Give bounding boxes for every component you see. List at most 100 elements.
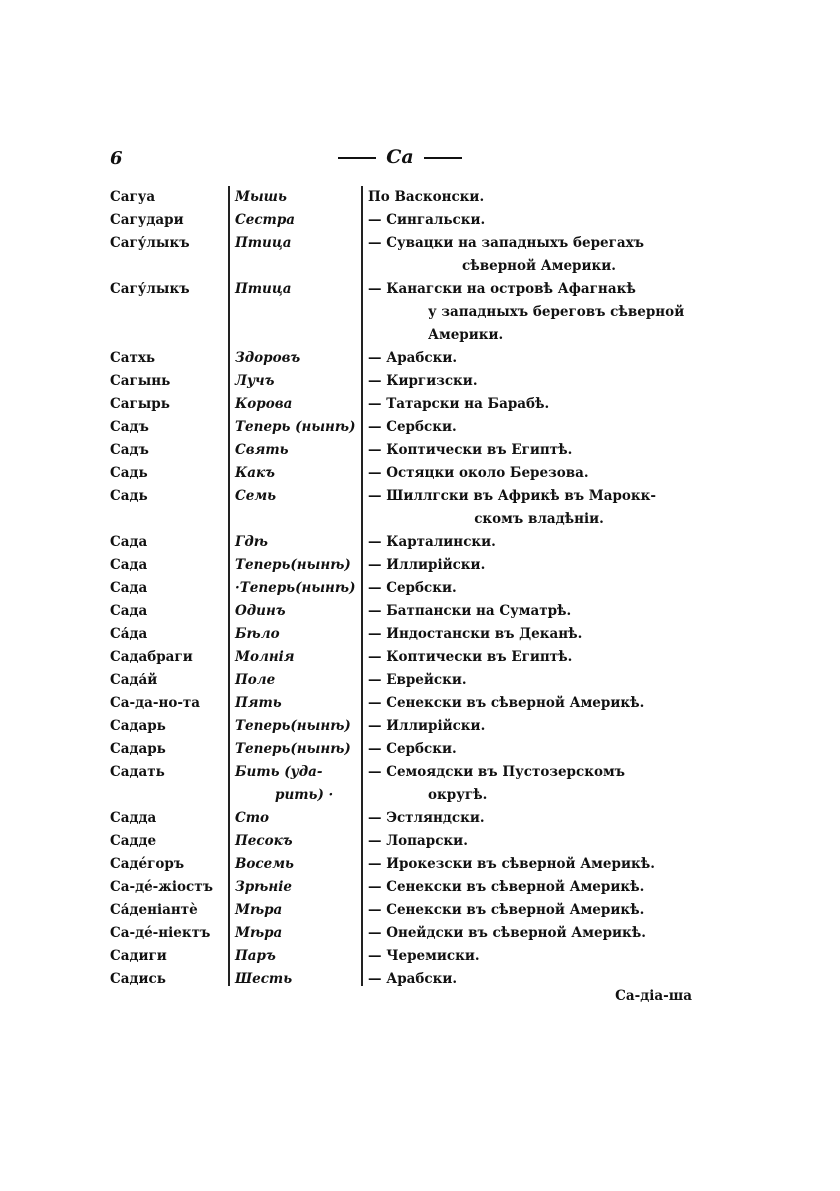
entry-meaning: Песокъ: [232, 830, 364, 853]
language-line: — Сербски.: [368, 741, 457, 757]
entry-language: — Сингальски.: [364, 209, 710, 232]
language-line: — Иллирійски.: [368, 718, 486, 734]
dictionary-entry: Садарь Теперь(нынѣ) — Сербски.: [110, 738, 710, 761]
entry-meaning: Мышь: [232, 186, 364, 209]
meaning-line: Восемь: [235, 856, 294, 872]
meaning-line: Поле: [235, 672, 276, 688]
dictionary-entry: Садиги Паръ — Черемиски.: [110, 945, 710, 968]
language-line: округѣ.: [428, 787, 488, 803]
meaning-line: Шесть: [235, 971, 293, 987]
language-line: — Черемиски.: [368, 948, 480, 964]
dictionary-entry: Са-да-но-та Пять — Сенекски въ сѣверной Ам…: [110, 692, 710, 715]
entry-language: — Сербски.: [364, 577, 710, 600]
language-line: — Канагски на островѣ Афагнакѣ: [368, 281, 636, 297]
meaning-line: рить) ·: [275, 787, 334, 803]
dictionary-entry: Садéгоръ Восемь — Ирокезски въ сѣверной Ам…: [110, 853, 710, 876]
meaning-line: Свять: [235, 442, 289, 458]
meaning-line: Теперь(нынѣ): [235, 557, 351, 573]
language-line: — Коптически въ Египтѣ.: [368, 442, 573, 458]
entry-word: Садарь: [110, 718, 166, 734]
meaning-line: Пять: [235, 695, 282, 711]
entry-word: Сатхь: [110, 350, 156, 366]
entry-meaning: Одинъ: [232, 600, 364, 623]
entry-word: Садь: [110, 465, 148, 481]
entry-word: Садда: [110, 810, 157, 826]
dictionary-entry: Сада Одинъ — Батпански на Суматрѣ.: [110, 600, 710, 623]
entry-language: — Канагски на островѣ Афагнакѣ у западных…: [364, 278, 710, 347]
dictionary-entry: Сагынь Лучъ — Киргизски.: [110, 370, 710, 393]
meaning-line: Одинъ: [235, 603, 286, 619]
entry-meaning: Мѣра: [232, 899, 364, 922]
meaning-line: Семь: [235, 488, 277, 504]
entry-meaning: Свять: [232, 439, 364, 462]
running-head-text: Са: [386, 146, 414, 168]
entry-meaning: Сестра: [232, 209, 364, 232]
entry-meaning: Молнія: [232, 646, 364, 669]
dictionary-entry: Садись Шесть — Арабски.: [110, 968, 710, 991]
dictionary-entry: Садь Семь — Шиллгски въ Африкѣ въ Марокк-с…: [110, 485, 710, 531]
dictionary-entry: Сада Теперь(нынѣ) — Иллирійски.: [110, 554, 710, 577]
dictionary-entry: Са-дé-жіостъ Зрѣніе — Сенекски въ сѣверной…: [110, 876, 710, 899]
meaning-line: Теперь(нынѣ): [235, 741, 351, 757]
language-line: — Семоядски въ Пустозерскомъ: [368, 764, 626, 780]
dictionary-entry: Садъ Свять — Коптически въ Египтѣ.: [110, 439, 710, 462]
entry-language: — Шиллгски въ Африкѣ въ Марокк-скомъ вла…: [364, 485, 710, 531]
entry-meaning: ·Теперь(нынѣ): [232, 577, 364, 600]
entry-word: Са́деніантѐ: [110, 902, 198, 918]
dash-right: [423, 157, 462, 159]
meaning-line: Птица: [235, 235, 292, 251]
entry-meaning: Гдѣ: [232, 531, 364, 554]
language-line: — Ирокезски въ сѣверной Америкѣ.: [368, 856, 655, 872]
dictionary-entry: Сагуа Мышь По Васконски.: [110, 186, 710, 209]
dictionary-entry: Садде Песокъ — Лопарски.: [110, 830, 710, 853]
language-line: По Васконски.: [368, 189, 485, 205]
entry-meaning: Лучъ: [232, 370, 364, 393]
meaning-line: Мѣра: [235, 902, 283, 918]
entry-language: — Киргизски.: [364, 370, 710, 393]
meaning-line: Какъ: [235, 465, 275, 481]
page-number: 6: [110, 148, 123, 169]
entry-meaning: Теперь(нынѣ): [232, 715, 364, 738]
entry-language: — Арабски.: [364, 347, 710, 370]
entry-word: Са-да-но-та: [110, 695, 201, 711]
dictionary-entry: Сада Гдѣ — Карталински.: [110, 531, 710, 554]
entry-language: — Сувацки на западныхъ берегахъ сѣверной …: [364, 232, 710, 278]
column-rule-right: [361, 186, 363, 986]
language-line: скомъ владѣніи.: [474, 511, 604, 527]
dictionary-table: Сагуа Мышь По Васконски. Сагудари Сестра — Си…: [110, 186, 710, 991]
dictionary-entry: Сагу́лыкъ Птица — Канагски на островѣ Афаг…: [110, 278, 710, 347]
entry-word: Сагу́лыкъ: [110, 281, 190, 297]
entry-language: — Остяцки около Березова.: [364, 462, 710, 485]
entry-language: — Сенекски въ сѣверной Америкѣ.: [364, 876, 710, 899]
language-line: — Киргизски.: [368, 373, 478, 389]
meaning-line: Молнія: [235, 649, 295, 665]
entry-language: — Семоядски въ Пустозерскомъ округѣ.: [364, 761, 710, 807]
entry-meaning: Сто: [232, 807, 364, 830]
language-line: — Арабски.: [368, 971, 458, 987]
entry-word: Садись: [110, 971, 166, 987]
entry-word: Садать: [110, 764, 165, 780]
meaning-line: Гдѣ: [235, 534, 268, 550]
entry-meaning: Зрѣніе: [232, 876, 364, 899]
entry-word: Садь: [110, 488, 148, 504]
entry-word: Сагынь: [110, 373, 171, 389]
meaning-line: Сестра: [235, 212, 296, 228]
language-line: — Еврейски.: [368, 672, 467, 688]
dictionary-entry: Са-дé-ніектъ Мѣра — Онейдски въ сѣверной А…: [110, 922, 710, 945]
catchword: Са-діа-ша: [615, 988, 692, 1004]
language-line: — Батпански на Суматрѣ.: [368, 603, 572, 619]
entry-word: Сада: [110, 580, 148, 596]
entry-word: Садиги: [110, 948, 167, 964]
entry-word: Сагу́лыкъ: [110, 235, 190, 251]
entry-word: Садъ: [110, 419, 149, 435]
entry-meaning: Теперь(нынѣ): [232, 738, 364, 761]
dictionary-entry: Са́да Бѣло — Индостански въ Деканѣ.: [110, 623, 710, 646]
entry-language: — Иллирійски.: [364, 715, 710, 738]
entry-meaning: Поле: [232, 669, 364, 692]
entry-meaning: Мѣра: [232, 922, 364, 945]
entry-language: — Сенекски въ сѣверной Америкѣ.: [364, 692, 710, 715]
meaning-line: Корова: [235, 396, 293, 412]
entry-word: Са-дé-жіостъ: [110, 879, 213, 895]
dictionary-entry: Садь Какъ — Остяцки около Березова.: [110, 462, 710, 485]
dash-left: [338, 157, 377, 159]
